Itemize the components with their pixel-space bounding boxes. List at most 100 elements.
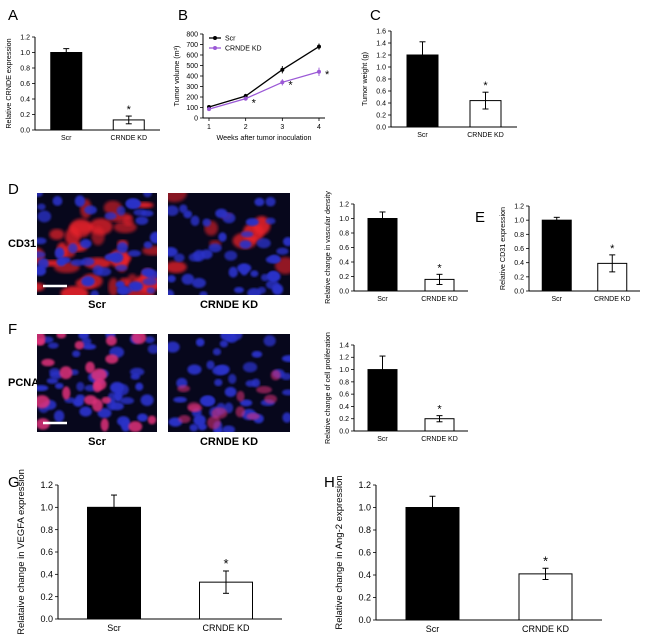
nucleus [168, 275, 176, 283]
x-tick-label: CRNDE KD [467, 132, 504, 139]
cd31-signal [108, 277, 119, 295]
y-tick-label: 1.4 [339, 342, 349, 349]
micrograph-f-scr: Scr [37, 334, 157, 448]
y-tick-label: 0.4 [339, 404, 349, 411]
panel-letter-h: H [324, 474, 335, 491]
nucleus [37, 203, 46, 211]
nucleus [224, 386, 237, 397]
nucleus [212, 348, 222, 356]
nucleus [140, 394, 154, 406]
significance-star: * [610, 243, 615, 255]
y-tick-label: 0.4 [376, 100, 386, 107]
nucleus [250, 270, 259, 277]
nucleus [256, 238, 271, 249]
y-tick-label: 0.6 [339, 245, 349, 252]
nucleus [116, 285, 129, 295]
bar-scr [367, 218, 398, 292]
panel-letter-c: C [370, 7, 381, 24]
pcna-positive-nucleus [101, 396, 112, 404]
pcna-positive-nucleus [270, 369, 281, 381]
nucleus [228, 373, 237, 384]
significance-star: * [543, 553, 548, 568]
micrograph-label: CRNDE KD [200, 436, 258, 448]
nucleus [79, 406, 92, 417]
y-tick-label: 0.4 [40, 569, 53, 579]
y-tick-label: 0.8 [376, 76, 386, 83]
charts-group: 0.0 0.2 0.4 0.6 0.8 1.0 1.2 Relative CRNDE expr… [4, 28, 640, 634]
nucleus [193, 414, 206, 427]
y-tick-label: 0.2 [20, 112, 30, 119]
nucleus [206, 360, 215, 370]
nucleus [116, 242, 128, 254]
y-tick-label: 0.4 [20, 96, 30, 103]
nucleus [115, 264, 128, 272]
nucleus [37, 210, 52, 223]
y-tick-label: 1.2 [514, 203, 524, 210]
nucleus [120, 419, 131, 432]
y-tick-label: 0.4 [358, 570, 371, 580]
chart-e: 0.0 0.2 0.4 0.6 0.8 1.0 1.2 Relative CD31 expre… [498, 203, 640, 303]
chart-a: 0.0 0.2 0.4 0.6 0.8 1.0 1.2 Relative CRNDE expr… [4, 34, 160, 142]
nucleus [90, 290, 99, 295]
y-tick-label: 300 [186, 84, 198, 91]
pcna-positive-nucleus [246, 412, 260, 420]
cd31-signal [168, 261, 187, 274]
y-tick-label: 0.8 [20, 65, 30, 72]
nucleus [97, 408, 112, 419]
nucleus [47, 342, 59, 349]
nucleus [260, 273, 270, 282]
pcna-positive-nucleus [207, 416, 221, 430]
micrograph-cells [37, 193, 157, 295]
cd31-signal [37, 282, 45, 292]
pcna-positive-nucleus [100, 418, 109, 432]
significance-star: * [127, 104, 132, 116]
panel-letter-e: E [475, 209, 485, 226]
micrograph-group: Scr CRNDE KD Scr CRNDE KD [37, 193, 290, 448]
y-tick-label: 0 [194, 115, 198, 122]
pcna-positive-nucleus [178, 415, 191, 424]
micrograph-background [168, 334, 290, 432]
pcna-positive-nucleus [92, 381, 102, 393]
nucleus [168, 205, 179, 216]
legend-marker [213, 46, 217, 50]
y-tick-label: 600 [186, 52, 198, 59]
nucleus [231, 334, 243, 341]
y-tick-label: 0.8 [339, 230, 349, 237]
y-tick-label: 500 [186, 63, 198, 70]
pcna-positive-nucleus [211, 407, 228, 419]
series-line-crnde-kd [208, 71, 320, 110]
series-line-scr [208, 46, 320, 108]
y-tick-label: 0.0 [20, 127, 30, 134]
pcna-positive-nucleus [187, 404, 203, 412]
chart-d: 0.0 0.2 0.4 0.6 0.8 1.0 1.2 Relative change in … [323, 191, 468, 304]
legend-marker [213, 36, 217, 40]
y-tick-label: 1.0 [20, 50, 30, 57]
y-tick-label: 0.4 [514, 260, 524, 267]
nucleus [242, 361, 258, 373]
y-axis-label: Tumor volume (m³) [172, 46, 181, 107]
y-tick-label: 0.8 [40, 525, 53, 535]
nucleus [191, 277, 206, 288]
pcna-positive-nucleus [235, 406, 246, 418]
x-tick-label: Scr [61, 135, 72, 142]
nucleus [251, 378, 261, 388]
nucleus [281, 355, 290, 363]
x-tick-label: 3 [280, 124, 284, 131]
y-tick-label: 1.2 [358, 480, 371, 490]
nucleus [228, 266, 238, 278]
nucleus [81, 276, 95, 287]
y-tick-label: 1.2 [40, 480, 53, 490]
significance-star: * [252, 98, 257, 110]
micrograph-cells [168, 334, 290, 432]
cd31-signal [168, 193, 187, 203]
cd31-signal [142, 245, 157, 256]
nucleus [188, 252, 201, 262]
x-tick-label: Scr [377, 296, 388, 303]
nucleus [143, 241, 153, 249]
x-tick-label: Scr [552, 296, 563, 303]
nucleus [104, 253, 119, 261]
nucleus [133, 208, 147, 216]
bar-scr [367, 369, 398, 432]
legend-label: CRNDE KD [225, 46, 262, 53]
nucleus [143, 193, 152, 198]
